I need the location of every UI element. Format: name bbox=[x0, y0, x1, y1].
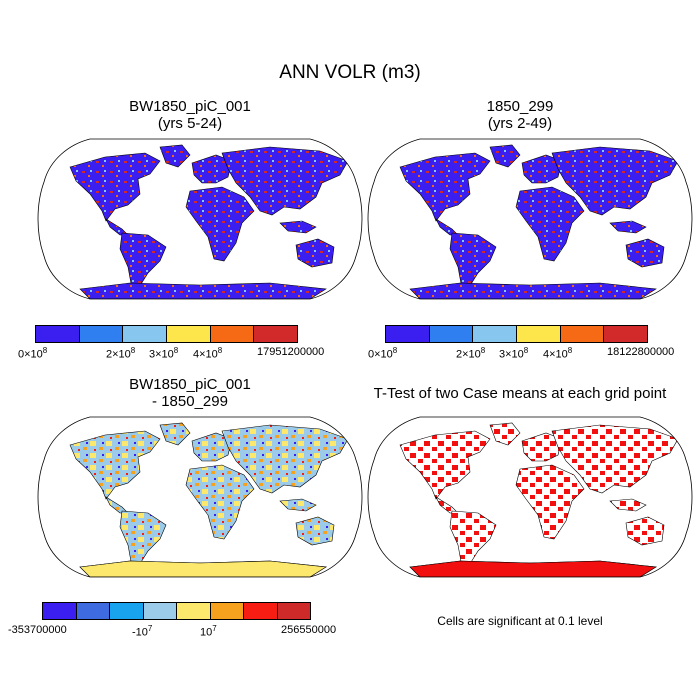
colorbar-diff bbox=[42, 602, 311, 620]
colorbar-case2-segment-3 bbox=[517, 326, 561, 342]
colorbar-case2-segment-4 bbox=[560, 326, 605, 342]
colorbar-case1-segment-3 bbox=[167, 326, 211, 342]
colorbar-case2 bbox=[385, 325, 648, 343]
colorbar-case2-segment-0 bbox=[386, 326, 430, 342]
colorbar-diff-segment-3 bbox=[143, 603, 177, 619]
colorbar-case1-label-4: 17951200000 bbox=[257, 346, 325, 358]
map-case1 bbox=[37, 138, 363, 300]
colorbar-diff-segment-2 bbox=[110, 603, 144, 619]
colorbar-case1-segment-5 bbox=[254, 326, 298, 342]
colorbar-case1 bbox=[35, 325, 298, 343]
colorbar-diff-segment-1 bbox=[76, 603, 110, 619]
colorbar-diff-segment-0 bbox=[43, 603, 77, 619]
colorbar-case2-label-1: 2×108 bbox=[456, 346, 486, 361]
colorbar-case2-label-2: 3×108 bbox=[499, 346, 529, 361]
map-diff bbox=[37, 416, 363, 578]
colorbar-diff-label-2: 107 bbox=[200, 624, 217, 639]
panel-case2-title: 1850_299 (yrs 2-49) bbox=[350, 98, 690, 132]
colorbar-case2-segment-5 bbox=[604, 326, 648, 342]
colorbar-diff-label-3: 256550000 bbox=[281, 624, 337, 636]
colorbar-case2-segment-2 bbox=[473, 326, 518, 342]
colorbar-diff-label-1: -107 bbox=[132, 624, 153, 639]
colorbar-case2-label-0: 0×108 bbox=[368, 346, 398, 361]
colorbar-case1-segment-0 bbox=[36, 326, 80, 342]
panel-case1-years: (yrs 5-24) bbox=[157, 115, 223, 132]
colorbar-case1-label-2: 3×108 bbox=[149, 346, 179, 361]
colorbar-case1-label-1: 2×108 bbox=[106, 346, 136, 361]
colorbar-case2-label-4: 18122800000 bbox=[607, 346, 675, 358]
panel-case1-title: BW1850_piC_001 (yrs 5-24) bbox=[20, 98, 360, 132]
panel-case1-name: BW1850_piC_001 bbox=[129, 98, 251, 115]
map-ttest bbox=[367, 416, 693, 578]
panel-case2-name: 1850_299 bbox=[486, 98, 554, 115]
colorbar-case1-segment-1 bbox=[79, 326, 124, 342]
map-case2 bbox=[367, 138, 693, 300]
colorbar-diff-segment-5 bbox=[210, 603, 244, 619]
colorbar-case1-label-3: 4×108 bbox=[193, 346, 223, 361]
colorbar-case2-label-3: 4×108 bbox=[543, 346, 573, 361]
colorbar-diff-segment-6 bbox=[244, 603, 278, 619]
colorbar-case2-segment-1 bbox=[429, 326, 474, 342]
panel-case2-years: (yrs 2-49) bbox=[487, 115, 553, 132]
significance-note: Cells are significant at 0.1 level bbox=[437, 614, 603, 628]
colorbar-diff-segment-4 bbox=[177, 603, 211, 619]
panel-ttest-title: T-Test of two Case means at each grid po… bbox=[373, 385, 667, 402]
panel-diff-line2: - 1850_299 bbox=[152, 393, 228, 410]
colorbar-diff-segment-7 bbox=[277, 603, 310, 619]
colorbar-diff-label-0: -353700000 bbox=[8, 624, 67, 636]
figure-title: ANN VOLR (m3) bbox=[279, 62, 421, 83]
colorbar-case1-label-0: 0×108 bbox=[18, 346, 48, 361]
colorbar-case1-segment-2 bbox=[123, 326, 168, 342]
panel-diff-line1: BW1850_piC_001 bbox=[129, 376, 251, 393]
colorbar-case1-segment-4 bbox=[210, 326, 255, 342]
panel-diff-title: BW1850_piC_001 - 1850_299 bbox=[20, 376, 360, 410]
